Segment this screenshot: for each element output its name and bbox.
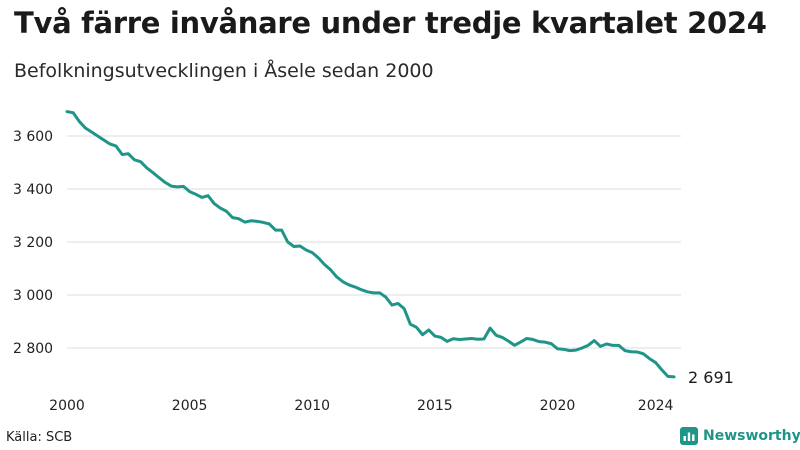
line-chart: 2 800 3 000 3 200 3 400 3 600 2000 2005 2010 201… — [13, 110, 734, 414]
y-tick-label: 3 600 — [13, 129, 53, 145]
y-tick-label: 2 800 — [13, 341, 53, 357]
series-line — [65, 110, 676, 379]
y-tick-label: 3 000 — [13, 288, 53, 304]
x-tick-label: 2000 — [49, 398, 85, 414]
x-tick-label: 2010 — [294, 398, 330, 414]
brand-name: Newsworthy — [703, 428, 800, 444]
brand-logo: Newsworthy — [680, 427, 800, 445]
y-tick-label: 3 200 — [13, 235, 53, 251]
x-tick-label: 2024 — [638, 398, 674, 414]
end-value-label: 2 691 — [688, 368, 734, 387]
x-tick-label: 2020 — [540, 398, 576, 414]
x-tick-label: 2005 — [172, 398, 208, 414]
y-tick-label: 3 400 — [13, 182, 53, 198]
source-note: Källa: SCB — [6, 430, 73, 445]
page-subtitle: Befolkningsutvecklingen i Åsele sedan 20… — [14, 60, 434, 82]
newsworthy-logo-icon — [680, 427, 698, 445]
page-title: Två färre invånare under tredje kvartale… — [14, 6, 767, 40]
x-tick-label: 2015 — [417, 398, 453, 414]
